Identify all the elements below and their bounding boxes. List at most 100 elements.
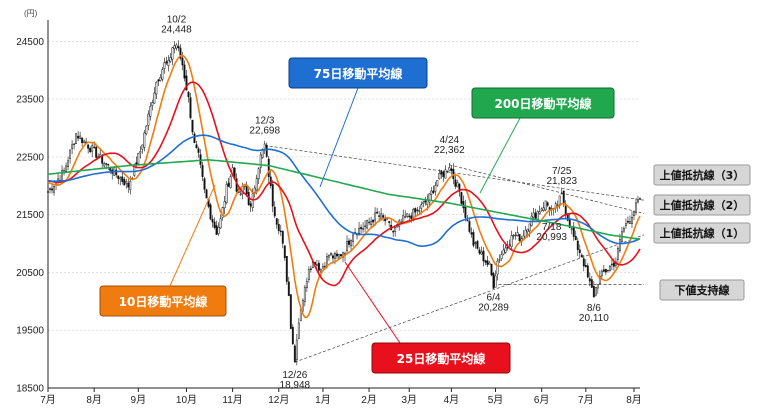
candle-body xyxy=(402,215,405,223)
x-tick-label: 9月 xyxy=(131,394,147,406)
candle-body xyxy=(257,168,260,180)
y-axis-ticks: 24500 23500 22500 21500 20500 19500 18500 xyxy=(16,37,44,395)
candle-body xyxy=(602,269,605,272)
candle-body xyxy=(141,144,144,150)
candle-body xyxy=(143,132,146,148)
candle-body xyxy=(580,254,583,258)
candle-body xyxy=(81,137,84,143)
candle-body xyxy=(137,153,140,165)
candle-body xyxy=(350,240,352,247)
candle-body xyxy=(159,77,162,81)
x-tick-label: 3月 xyxy=(401,394,417,406)
candle-body xyxy=(225,184,228,203)
candle-body xyxy=(388,221,391,223)
candle-body xyxy=(392,231,395,233)
candle-body xyxy=(163,62,166,69)
ma-line-25 xyxy=(47,81,641,287)
candle-body xyxy=(516,232,519,237)
candle-body xyxy=(317,262,320,271)
candle-body xyxy=(374,212,377,221)
candle-body xyxy=(572,226,575,237)
candle-body xyxy=(93,146,96,149)
candle-body xyxy=(406,213,409,217)
candle-body xyxy=(91,145,94,152)
candle-body xyxy=(508,244,511,246)
candle-body xyxy=(125,181,128,184)
candle-body xyxy=(430,190,433,195)
candle-body xyxy=(576,240,579,250)
y-tick-label: 22500 xyxy=(16,152,44,163)
ma-line-200 xyxy=(47,158,640,240)
ma25-label-text: 25日移動平均線 xyxy=(397,351,486,366)
candle-body xyxy=(203,178,206,190)
ma10-label-text: 10日移動平均線 xyxy=(119,294,208,309)
candle-body xyxy=(105,163,108,165)
candle-body xyxy=(482,250,485,262)
candle-body xyxy=(622,227,625,232)
candle-body xyxy=(239,193,242,196)
candle-body xyxy=(271,184,274,207)
candle-body xyxy=(476,241,479,249)
candle-body xyxy=(514,234,517,237)
candle-body xyxy=(558,195,561,205)
annotation-date: 6/4 xyxy=(487,293,501,304)
candle-body xyxy=(536,211,539,220)
annotation-date: 10/2 xyxy=(167,14,187,25)
ma10-label: 10日移動平均線 xyxy=(99,285,227,317)
candle-body xyxy=(217,226,220,234)
candle-body xyxy=(534,212,537,219)
candle-body xyxy=(259,154,262,168)
annotation-value: 20,110 xyxy=(579,313,609,324)
candle-body xyxy=(502,249,505,255)
candle-body xyxy=(185,75,188,91)
candle-body xyxy=(181,57,184,66)
candle-body xyxy=(273,206,276,217)
candle-body xyxy=(275,218,278,225)
candle-body xyxy=(428,193,431,203)
candle-body xyxy=(348,240,350,245)
candle-body xyxy=(251,193,254,208)
candle-body xyxy=(117,175,120,179)
annotation-date: 12/26 xyxy=(282,370,307,381)
candle-body xyxy=(400,221,403,224)
candle-body xyxy=(352,234,354,242)
candle-body xyxy=(629,221,631,224)
candle-body xyxy=(498,259,501,261)
candle-body xyxy=(305,281,308,288)
annotation-value: 20,993 xyxy=(536,232,567,243)
candle-body xyxy=(197,148,200,153)
candle-body xyxy=(378,215,381,217)
annotation-date: 12/3 xyxy=(255,115,275,126)
candle-body xyxy=(436,180,439,186)
label-pointers xyxy=(169,87,521,344)
support-label: 下値支持線 xyxy=(659,279,745,301)
candle-body xyxy=(145,125,148,135)
resistance-1-label-text: 上値抵抗線（1） xyxy=(660,226,745,240)
candle-body xyxy=(83,140,86,144)
candle-body xyxy=(600,270,603,277)
candle-body xyxy=(627,220,629,223)
annotation-value: 24,448 xyxy=(161,24,192,35)
candle-body xyxy=(167,59,170,66)
candle-body xyxy=(101,155,104,164)
candle-body xyxy=(480,251,483,255)
candle-body xyxy=(490,263,493,276)
annotation-date: 8/6 xyxy=(587,303,601,314)
ma75-label: 75日移動平均線 xyxy=(288,57,428,89)
candle-body xyxy=(129,181,132,190)
candle-body xyxy=(546,202,549,206)
x-tick-label: 11月 xyxy=(222,394,242,406)
candle-body xyxy=(438,173,441,180)
candle-body xyxy=(147,113,150,126)
candle-body xyxy=(608,265,611,271)
candle-body xyxy=(267,158,270,177)
candle-body xyxy=(376,211,379,214)
candle-body xyxy=(404,216,407,218)
candle-body xyxy=(366,220,369,229)
candle-body xyxy=(77,135,80,139)
candle-body xyxy=(291,326,294,345)
candle-body xyxy=(596,284,599,289)
candle-body xyxy=(283,245,286,258)
label-pointer xyxy=(344,261,401,344)
